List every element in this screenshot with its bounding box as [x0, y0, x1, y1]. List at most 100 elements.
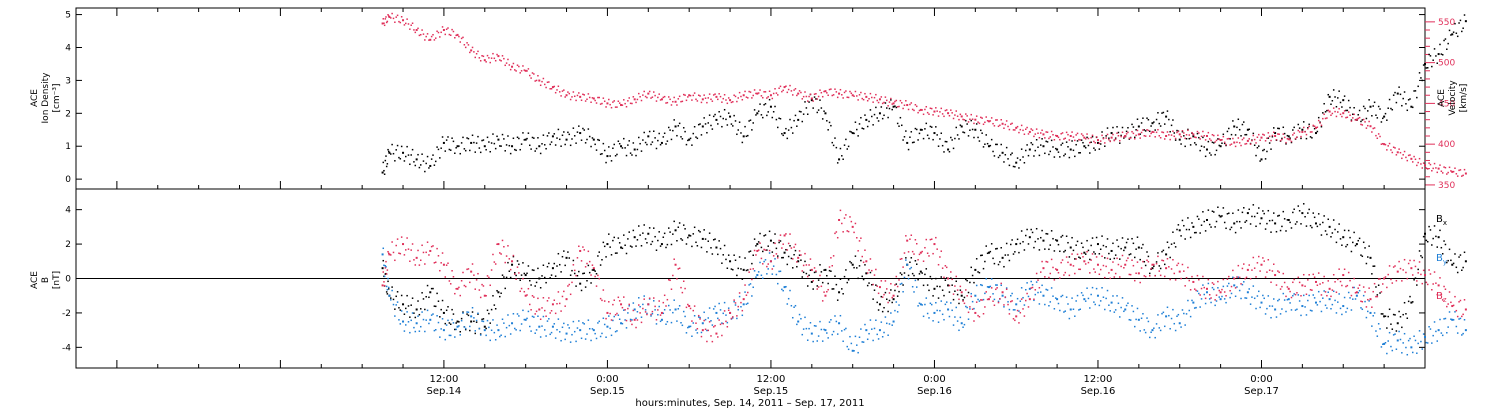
velocity-trace-dot [775, 92, 778, 94]
density-trace-dot [1005, 146, 1008, 149]
velocity-trace-dot [1193, 136, 1196, 138]
velocity-trace-dot [813, 93, 816, 95]
bz-trace-dot [485, 295, 487, 297]
by-trace-dot [835, 320, 838, 323]
bz-trace-dot [657, 309, 659, 311]
bz-trace-dot [982, 313, 985, 315]
velocity-trace-dot [1354, 119, 1357, 121]
velocity-trace-dot [426, 33, 429, 35]
bx-trace-dot [971, 274, 974, 277]
density-trace-dot [1401, 104, 1403, 107]
density-trace-dot [1372, 105, 1374, 107]
by-trace-dot [449, 334, 452, 337]
velocity-trace-dot [1191, 131, 1193, 134]
velocity-trace-dot [981, 117, 983, 119]
bx-point [838, 291, 841, 294]
by-trace-dot [1177, 313, 1180, 316]
velocity-trace-dot [1196, 130, 1199, 133]
bx-point [497, 291, 500, 294]
velocity-trace-dot [778, 87, 780, 89]
bz-trace-dot [482, 285, 485, 287]
density-trace-dot [1375, 114, 1377, 116]
bx-trace-dot [995, 248, 997, 250]
velocity-trace-dot [663, 95, 666, 98]
density-trace-dot [1117, 131, 1120, 134]
density-trace-dot [1240, 135, 1242, 137]
bx-trace-dot [1298, 210, 1301, 212]
by-trace-dot [857, 351, 859, 354]
bz-trace-dot [418, 264, 421, 266]
bz-trace-dot [1450, 301, 1452, 304]
velocity-trace-dot [986, 119, 989, 122]
by-trace-dot [1166, 306, 1169, 309]
by-trace-dot [737, 308, 739, 311]
density-trace-dot [567, 131, 569, 134]
legend-bx: Bx [1436, 214, 1447, 227]
velocity-trace-dot [387, 14, 389, 16]
by-trace-dot [1060, 295, 1062, 298]
density-trace-dot [407, 154, 410, 156]
bx-point [592, 268, 595, 271]
bz-trace-dot [1117, 263, 1120, 266]
bz-trace-dot [922, 260, 925, 262]
velocity-trace-dot [597, 96, 599, 99]
bx-trace-dot [693, 226, 696, 229]
by-trace-dot [777, 282, 779, 285]
bx-point [1205, 218, 1208, 221]
velocity-trace-dot [424, 39, 426, 41]
density-trace-dot [386, 163, 389, 165]
bx-trace-dot [708, 232, 711, 234]
velocity-trace-dot [1425, 167, 1428, 169]
bz-trace-dot [598, 277, 600, 280]
bx-trace-dot [1147, 255, 1150, 258]
date-tick-label: Sep.15 [754, 386, 789, 397]
by-trace-dot [1139, 330, 1141, 332]
bz-trace-dot [1283, 281, 1286, 284]
density-trace-dot [605, 161, 607, 164]
by-trace-dot [1025, 288, 1027, 291]
bx-point [483, 325, 486, 328]
bz-trace-dot [409, 260, 411, 262]
bx-point [865, 272, 868, 275]
bx-trace-dot [1030, 228, 1032, 231]
density-trace-dot [518, 137, 520, 140]
bx-trace-dot [1053, 250, 1056, 252]
by-point [688, 325, 691, 328]
velocity-trace-dot [469, 51, 471, 54]
velocity-trace-dot [1052, 134, 1054, 136]
bx-point [1274, 222, 1277, 225]
by-trace-dot [1422, 333, 1425, 335]
density-trace-dot [821, 118, 824, 120]
density-trace-dot [813, 96, 816, 98]
velocity-trace-dot [522, 65, 524, 67]
bx-trace-dot [1163, 263, 1166, 266]
velocity-trace-dot [681, 100, 684, 103]
bx-trace-dot [793, 253, 795, 256]
by-trace-dot [918, 302, 921, 305]
bz-trace-dot [775, 253, 778, 255]
by-trace-dot [672, 311, 674, 314]
by-trace-dot [1262, 294, 1264, 297]
velocity-trace-dot [985, 116, 987, 118]
density-trace-dot [500, 145, 502, 147]
bx-point [511, 263, 514, 266]
velocity-trace-dot [1326, 117, 1328, 119]
velocity-trace-dot [849, 90, 851, 93]
velocity-trace-dot [478, 57, 481, 59]
bx-trace-dot [752, 254, 754, 257]
bx-trace-dot [479, 333, 482, 335]
velocity-trace-dot [1324, 117, 1327, 120]
density-trace-dot [494, 147, 497, 150]
bx-trace-dot [911, 272, 914, 275]
velocity-trace-dot [871, 96, 873, 99]
bx-trace-dot [907, 274, 910, 277]
bz-trace-dot [1019, 311, 1022, 314]
by-trace-dot [1452, 319, 1455, 321]
density-trace-dot [434, 160, 437, 163]
bx-trace-dot [1352, 241, 1354, 244]
velocity-trace-dot [667, 96, 670, 98]
by-trace-dot [875, 319, 877, 322]
velocity-point [483, 59, 486, 62]
velocity-trace-dot [448, 33, 451, 36]
bz-trace-dot [719, 323, 722, 326]
